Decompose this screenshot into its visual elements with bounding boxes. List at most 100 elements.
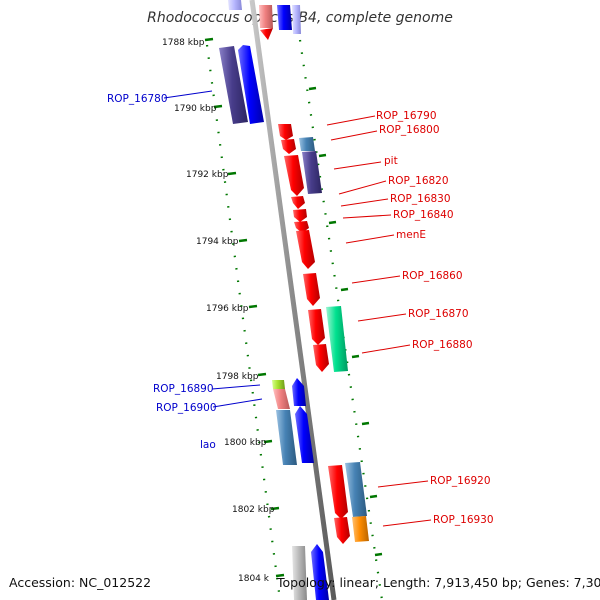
kbp-tick-mark — [275, 573, 285, 578]
gene-label-rop-16870: ROP_16870 — [408, 308, 469, 320]
kbp-tick-mark — [263, 439, 273, 444]
gene-rop-16800 — [299, 137, 315, 151]
kbp-label: 1794 kbp — [196, 237, 239, 247]
accession-text: Accession: NC_012522 — [9, 575, 152, 590]
gene-rop-16840 — [294, 221, 309, 233]
kbp-label: 1800 kbp — [224, 438, 267, 448]
left-leader-lines — [163, 90, 263, 408]
genome-summary-text: Topology: linear; Length: 7,913,450 bp; … — [277, 575, 600, 590]
gene-rop-16870-red — [308, 309, 325, 345]
gene-label-rop-16820: ROP_16820 — [388, 175, 449, 187]
gene-rop-16790b — [281, 139, 296, 154]
leader-line — [340, 198, 389, 207]
right-leader-lines — [326, 115, 432, 527]
kbp-label: 1792 kbp — [186, 170, 229, 180]
leader-line — [351, 275, 401, 284]
gene-right-top-pink — [259, 5, 273, 28]
gene-label-lao: lao — [200, 439, 216, 451]
leader-line — [333, 161, 382, 170]
gene-left-blue-small — [292, 378, 306, 406]
gene-rop-16820 — [291, 196, 305, 209]
right-tick-mark — [351, 354, 360, 359]
right-gene-labels: ROP_16790 ROP_16800 pit ROP_16820 ROP_16… — [376, 110, 494, 526]
right-tick-mark — [328, 220, 337, 225]
gene-rop-16920-red — [328, 465, 348, 519]
kbp-tick-mark — [204, 37, 214, 42]
gene-right-top-lightblue — [292, 5, 301, 34]
right-tick-mark — [340, 287, 349, 292]
left-genes — [219, 0, 329, 600]
kbp-label: 1804 k — [238, 574, 270, 584]
gene-mene — [296, 230, 315, 269]
leader-line — [211, 384, 261, 390]
gene-rop-16780 — [219, 46, 248, 124]
kbp-tick-mark — [238, 238, 248, 243]
right-tick-mark — [308, 86, 317, 91]
leader-line — [345, 234, 395, 244]
gene-rop-16890 — [272, 380, 285, 389]
gene-right-top-red — [260, 28, 273, 40]
right-genes — [259, 5, 369, 544]
kbp-tick-mark — [213, 104, 223, 109]
gene-rop-16790 — [278, 124, 293, 140]
gene-rop-16930 — [352, 516, 369, 542]
gene-right-top-blue — [277, 5, 292, 30]
gene-left-blue-1 — [238, 45, 264, 124]
kbp-tick-mark — [270, 506, 280, 511]
kbp-tick-mark — [227, 171, 237, 176]
gene-rop-16920 — [345, 462, 367, 517]
gene-rop-16880 — [313, 344, 329, 372]
gene-rop-16860 — [303, 273, 320, 306]
leader-line — [326, 115, 376, 126]
gene-rop-16830 — [293, 209, 307, 222]
gene-label-rop-16780: ROP_16780 — [107, 93, 168, 105]
gene-left-blue-bottom — [311, 544, 329, 600]
gene-label-rop-16930: ROP_16930 — [433, 514, 494, 526]
kbp-label: 1790 kbp — [174, 104, 217, 114]
gene-left-blue-2 — [295, 406, 314, 463]
leader-line — [382, 519, 432, 527]
leader-line — [163, 90, 213, 99]
leader-line — [377, 480, 429, 488]
leader-line — [330, 130, 378, 141]
kbp-tick-labels: 1788 kbp 1790 kbp 1792 kbp 1794 kbp 1796… — [162, 38, 275, 584]
kbp-label: 1796 kbp — [206, 304, 249, 314]
kbp-label: 1798 kbp — [216, 372, 259, 382]
gene-label-rop-16800: ROP_16800 — [379, 124, 440, 136]
gene-label-rop-16860: ROP_16860 — [402, 270, 463, 282]
kbp-tick-mark — [257, 372, 267, 377]
gene-label-rop-16880: ROP_16880 — [412, 339, 473, 351]
leader-line — [361, 344, 411, 354]
gene-label-rop-16900: ROP_16900 — [156, 402, 217, 414]
gene-label-rop-16840: ROP_16840 — [393, 209, 454, 221]
gene-label-rop-16920: ROP_16920 — [430, 475, 491, 487]
gene-label-rop-16830: ROP_16830 — [390, 193, 451, 205]
kbp-tick-mark — [248, 304, 258, 309]
leader-line — [212, 398, 263, 408]
gene-label-rop-16790: ROP_16790 — [376, 110, 437, 122]
right-tick-mark — [369, 494, 378, 499]
gene-lao — [276, 410, 297, 465]
left-gene-labels: ROP_16780 ROP_16890 ROP_16900 lao — [107, 93, 217, 451]
leader-line — [357, 313, 407, 322]
leader-line — [342, 214, 392, 219]
leader-line — [338, 180, 387, 195]
gene-rop-16900 — [273, 389, 290, 409]
gene-rop-16930-red — [334, 517, 350, 544]
kbp-label: 1802 kbp — [232, 505, 275, 515]
gene-pit-a — [284, 155, 304, 196]
gene-left-top-blue — [228, 0, 242, 10]
right-tick-mark — [318, 153, 327, 158]
kbp-ticks — [204, 37, 383, 578]
gene-label-pit: pit — [384, 155, 398, 167]
genome-backbone — [249, 0, 337, 600]
gene-left-gray-bottom — [292, 546, 307, 600]
kbp-label: 1788 kbp — [162, 38, 205, 48]
right-tick-mark — [374, 552, 383, 557]
gene-label-rop-16890: ROP_16890 — [153, 383, 214, 395]
right-tick-mark — [361, 421, 370, 426]
gene-label-mene: menE — [396, 229, 426, 241]
gene-pit — [302, 151, 322, 194]
gene-rop-16870 — [326, 306, 348, 372]
